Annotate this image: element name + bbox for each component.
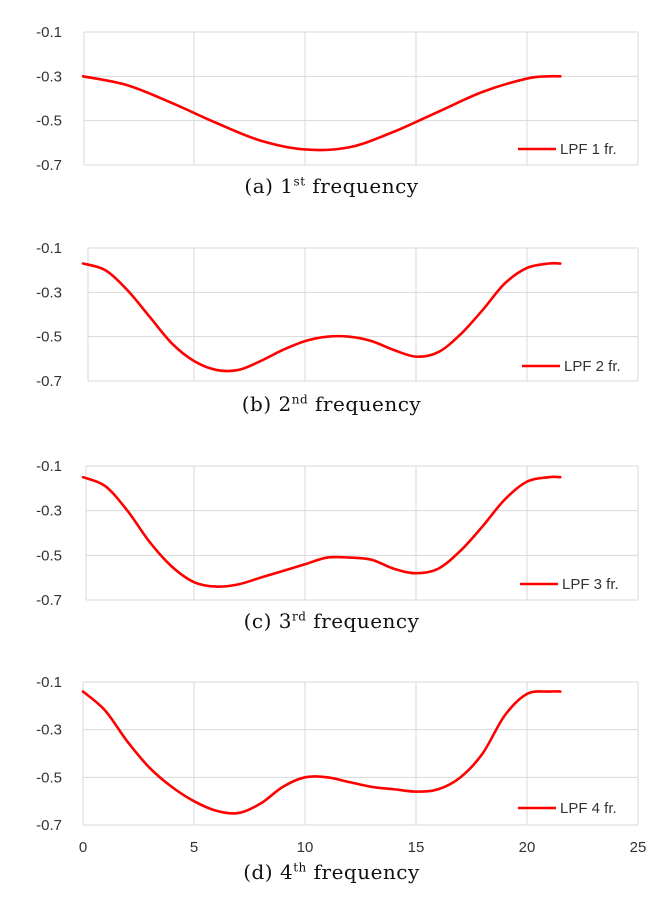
series-line xyxy=(81,74,562,152)
x-tick-label: 15 xyxy=(408,839,425,856)
caption-ordinal-suffix: nd xyxy=(291,392,309,407)
legend-label: LPF 2 fr. xyxy=(564,358,621,375)
caption-suffix: frequency xyxy=(308,392,422,416)
chart-caption: (a) 1st frequency xyxy=(0,174,663,198)
y-tick-label: -0.7 xyxy=(36,817,62,834)
chart-panel-2: -0.1 -0.3 -0.5 -0.7 LPF 2 fr. xyxy=(36,240,639,390)
y-tick-label: -0.7 xyxy=(36,592,62,609)
x-tick-label: 0 xyxy=(79,839,87,856)
caption-prefix: (c) 3 xyxy=(243,609,292,633)
chart-caption: (b) 2nd frequency xyxy=(0,392,663,416)
x-tick-label: 20 xyxy=(519,839,536,856)
y-tick-label: -0.7 xyxy=(36,373,62,390)
caption-suffix: frequency xyxy=(305,174,419,198)
x-tick-label: 5 xyxy=(190,839,198,856)
chart-caption: (c) 3rd frequency xyxy=(0,609,663,633)
caption-ordinal-suffix: th xyxy=(293,860,307,875)
y-tick-label: -0.7 xyxy=(36,157,62,174)
y-tick-label: -0.3 xyxy=(36,284,62,301)
chart-panel-4: -0.1 -0.3 -0.5 -0.7 0 5 10 15 20 25 LPF 4 fr. xyxy=(36,674,646,856)
x-tick-label: 10 xyxy=(297,839,314,856)
y-tick-label: -0.1 xyxy=(36,240,62,257)
legend-label: LPF 4 fr. xyxy=(560,800,617,817)
y-tick-label: -0.3 xyxy=(36,503,62,520)
caption-prefix: (a) 1 xyxy=(244,174,294,198)
legend-label: LPF 3 fr. xyxy=(562,576,619,593)
y-tick-label: -0.1 xyxy=(36,24,62,41)
chart-panel-1: -0.1 -0.3 -0.5 -0.7 LPF 1 fr. xyxy=(36,24,639,174)
chart-panel-3: -0.1 -0.3 -0.5 -0.7 LPF 3 fr. xyxy=(36,458,639,609)
x-tick-label: 25 xyxy=(630,839,647,856)
y-tick-label: -0.5 xyxy=(36,769,62,786)
caption-ordinal-suffix: st xyxy=(293,174,306,189)
caption-prefix: (d) 4 xyxy=(243,860,294,884)
caption-suffix: frequency xyxy=(306,860,420,884)
y-tick-label: -0.5 xyxy=(36,547,62,564)
legend-label: LPF 1 fr. xyxy=(560,141,617,158)
y-tick-label: -0.5 xyxy=(36,113,62,130)
series-line xyxy=(81,475,562,588)
series-line xyxy=(81,261,562,373)
y-tick-label: -0.3 xyxy=(36,722,62,739)
y-tick-label: -0.5 xyxy=(36,329,62,346)
chart-caption: (d) 4th frequency xyxy=(0,860,663,884)
series-line xyxy=(81,690,562,815)
y-tick-label: -0.1 xyxy=(36,458,62,475)
y-tick-label: -0.1 xyxy=(36,674,62,691)
caption-ordinal-suffix: rd xyxy=(291,609,307,624)
caption-suffix: frequency xyxy=(306,609,420,633)
caption-prefix: (b) 2 xyxy=(241,392,292,416)
y-tick-label: -0.3 xyxy=(36,68,62,85)
